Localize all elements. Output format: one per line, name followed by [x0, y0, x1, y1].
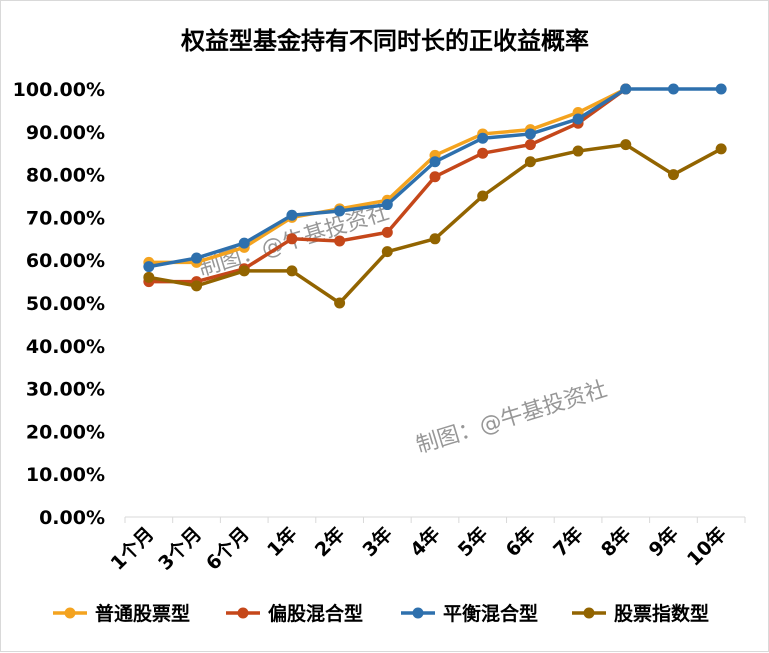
data-point	[143, 261, 155, 273]
legend-item: 偏股混合型	[226, 602, 363, 625]
data-point	[667, 169, 679, 181]
y-tick-label: 80.00%	[26, 165, 105, 187]
data-point	[572, 145, 584, 157]
x-tick-label: 2年	[310, 522, 349, 561]
data-point	[381, 226, 393, 238]
data-point	[620, 83, 632, 95]
x-tick-label: 4年	[405, 522, 444, 561]
legend-item: 股票指数型	[572, 602, 709, 625]
chart-title: 权益型基金持有不同时长的正收益概率	[180, 27, 589, 55]
series-group	[143, 83, 727, 309]
y-axis: 0.00% 10.00% 20.00% 30.00% 40.00% 50.00% 60.00…	[13, 79, 105, 529]
x-tick-label: 6个月	[202, 523, 254, 575]
data-point	[286, 265, 298, 277]
x-tick-label: 10年	[682, 522, 730, 570]
watermark-text: 制图：@牛基投资社	[413, 377, 610, 459]
x-tick-label: 3年	[358, 522, 397, 561]
y-tick-label: 60.00%	[26, 250, 105, 272]
y-tick-label: 30.00%	[26, 379, 105, 401]
y-tick-label: 90.00%	[26, 122, 105, 144]
series-1	[143, 83, 632, 268]
data-point	[238, 265, 250, 277]
data-point	[524, 139, 536, 151]
data-point	[477, 132, 489, 144]
data-point	[334, 297, 346, 309]
legend-label: 偏股混合型	[268, 602, 363, 625]
y-tick-label: 10.00%	[26, 464, 105, 486]
legend-marker	[237, 607, 249, 619]
data-point	[524, 156, 536, 168]
y-tick-label: 50.00%	[26, 293, 105, 315]
legend-marker	[583, 607, 595, 619]
legend: 普通股票型 偏股混合型 平衡混合型 股票指数型	[53, 602, 709, 625]
data-point	[715, 143, 727, 155]
data-point	[334, 235, 346, 247]
legend-item: 平衡混合型	[401, 602, 538, 625]
legend-marker	[412, 607, 424, 619]
data-point	[191, 252, 203, 264]
data-point	[524, 128, 536, 140]
data-point	[429, 156, 441, 168]
data-point	[477, 147, 489, 159]
data-point	[381, 199, 393, 211]
data-point	[715, 83, 727, 95]
data-point	[286, 209, 298, 221]
y-tick-label: 100.00%	[13, 79, 105, 101]
series-3	[143, 83, 727, 273]
data-point	[572, 113, 584, 125]
legend-label: 平衡混合型	[443, 602, 538, 625]
data-point	[286, 233, 298, 245]
y-tick-label: 40.00%	[26, 336, 105, 358]
x-tick-label: 1年	[262, 522, 301, 561]
data-point	[477, 190, 489, 202]
data-point	[667, 83, 679, 95]
series-4	[143, 139, 727, 309]
data-point	[381, 246, 393, 258]
series-line	[147, 142, 723, 305]
x-tick-label: 5年	[453, 522, 492, 561]
x-tick-label: 7年	[549, 522, 588, 561]
data-point	[143, 271, 155, 283]
data-point	[620, 139, 632, 151]
data-point	[429, 233, 441, 245]
y-tick-label: 20.00%	[26, 421, 105, 443]
legend-item: 普通股票型	[53, 602, 190, 625]
data-point	[334, 205, 346, 217]
x-tick-label: 8年	[596, 522, 635, 561]
x-tick-label: 6年	[501, 522, 540, 561]
x-tick-label: 3个月	[154, 523, 206, 575]
data-point	[238, 237, 250, 249]
legend-label: 股票指数型	[614, 602, 709, 625]
x-tick-label: 1个月	[107, 523, 159, 575]
x-tick-label: 9年	[644, 522, 683, 561]
legend-label: 普通股票型	[95, 602, 190, 625]
data-point	[191, 280, 203, 292]
legend-marker	[64, 607, 76, 619]
y-tick-label: 0.00%	[39, 507, 105, 529]
data-point	[429, 171, 441, 183]
y-tick-label: 70.00%	[26, 207, 105, 229]
